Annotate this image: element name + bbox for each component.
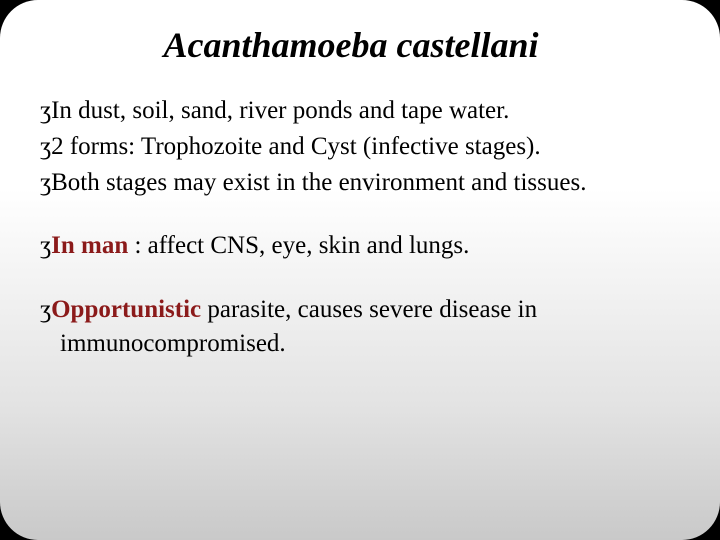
bullet-text-run: 2 forms: Trophozoite and Cyst (infective… bbox=[51, 133, 541, 160]
bullet-item: ʒ2 forms: Trophozoite and Cyst (infectiv… bbox=[40, 130, 684, 164]
bullet-item: ʒBoth stages may exist in the environmen… bbox=[40, 166, 684, 200]
bullet-list: ʒIn dust, soil, sand, river ponds and ta… bbox=[36, 94, 684, 361]
bullet-item: ʒIn dust, soil, sand, river ponds and ta… bbox=[40, 94, 684, 128]
bullet-glyph-icon: ʒ bbox=[40, 232, 47, 259]
slide-card: Acanthamoeba castellani ʒIn dust, soil, … bbox=[0, 0, 720, 540]
bullet-glyph-icon: ʒ bbox=[40, 296, 47, 323]
bullet-item: ʒOpportunistic parasite, causes severe d… bbox=[40, 293, 684, 361]
bullet-glyph-icon: ʒ bbox=[40, 97, 47, 124]
bullet-glyph-icon: ʒ bbox=[40, 133, 47, 160]
bullet-text-run: Both stages may exist in the environment… bbox=[51, 169, 586, 196]
bullet-glyph-icon: ʒ bbox=[40, 169, 47, 196]
bullet-text-run: : affect CNS, eye, skin and lungs. bbox=[128, 232, 469, 259]
bullet-item: ʒIn man : affect CNS, eye, skin and lung… bbox=[40, 229, 684, 263]
bullet-text-run: Opportunistic bbox=[51, 296, 201, 323]
bullet-text-run: In dust, soil, sand, river ponds and tap… bbox=[51, 97, 509, 124]
slide-title: Acanthamoeba castellani bbox=[18, 24, 684, 66]
bullet-text-run: In man bbox=[51, 232, 128, 259]
